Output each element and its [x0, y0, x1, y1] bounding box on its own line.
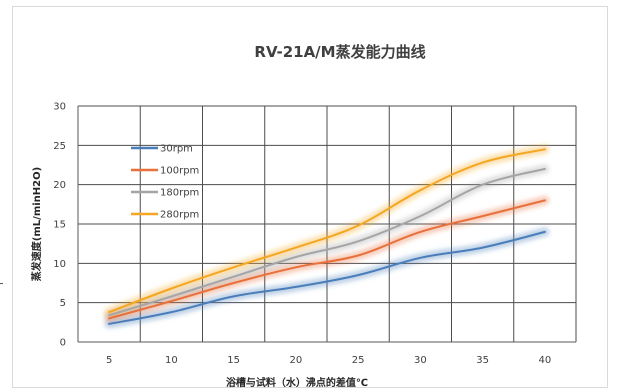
x-tick-label: 40: [539, 355, 552, 366]
series-line: [108, 199, 546, 320]
x-tick-label: 25: [352, 355, 365, 366]
x-axis-label: 浴槽与试料（水）沸点的差值℃: [226, 376, 368, 389]
x-tick-label: 30: [414, 355, 427, 366]
y-tick-label: 5: [60, 298, 66, 309]
legend-label: 180rpm: [160, 188, 199, 199]
axes: [77, 106, 576, 343]
chart-title: RV-21A/M蒸发能力曲线: [254, 43, 425, 61]
x-tick-label: 35: [476, 355, 489, 366]
y-tick-label: 30: [53, 102, 66, 113]
x-tick-label: 5: [106, 355, 112, 366]
y-tick-label: 10: [53, 259, 66, 270]
x-tick-labels: 5 10 15 20 25 30 35 40: [106, 355, 551, 366]
legend-label: 280rpm: [160, 210, 199, 221]
y-tick-label: 15: [53, 220, 66, 231]
y-tick-label: 25: [53, 141, 66, 152]
y-tick-label: 0: [60, 338, 66, 349]
side-tick-mark: [0, 283, 3, 284]
x-tick-label: 10: [165, 355, 178, 366]
series-lines: [108, 148, 546, 325]
y-axis-label: 蒸发速度(mL/minH2O): [30, 167, 43, 281]
y-tick-labels: 0 5 10 15 20 25 30: [53, 102, 66, 349]
legend-label: 100rpm: [160, 166, 199, 177]
legend: 30rpm 100rpm 180rpm 280rpm: [131, 144, 199, 221]
series-line: [108, 167, 546, 317]
y-tick-label: 20: [53, 180, 66, 191]
series-line: [108, 230, 546, 325]
x-tick-label: 20: [290, 355, 303, 366]
legend-label: 30rpm: [160, 144, 193, 155]
series-line: [108, 148, 546, 314]
x-tick-label: 15: [227, 355, 240, 366]
